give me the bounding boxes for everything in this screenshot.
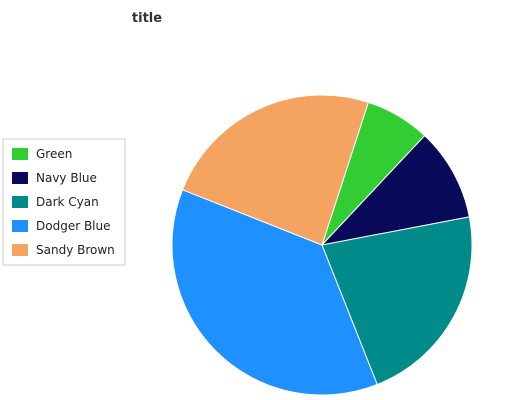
legend-swatch-green: [12, 148, 28, 160]
legend-swatch-dodger-blue: [12, 220, 28, 232]
legend-swatch-navy-blue: [12, 172, 28, 184]
pie-slice-navy-blue: [320, 134, 470, 246]
pie-slices: [171, 94, 473, 396]
legend-label-dark-cyan: Dark Cyan: [36, 195, 99, 209]
legend-label-navy-blue: Navy Blue: [36, 171, 97, 185]
legend: Green Navy Blue Dark Cyan Dodger Blue Sandy …: [2, 138, 126, 266]
pie-slice-sandy-brown: [181, 94, 369, 246]
legend-label-dodger-blue: Dodger Blue: [36, 219, 111, 233]
pie-slice-dodger-blue: [171, 189, 378, 396]
legend-label-green: Green: [36, 147, 72, 161]
chart-title: title: [132, 11, 162, 26]
legend-label-sandy-brown: Sandy Brown: [36, 243, 115, 257]
pie-slice-dark-cyan: [321, 216, 473, 386]
legend-swatch-dark-cyan: [12, 196, 28, 208]
legend-swatch-sandy-brown: [12, 244, 28, 256]
